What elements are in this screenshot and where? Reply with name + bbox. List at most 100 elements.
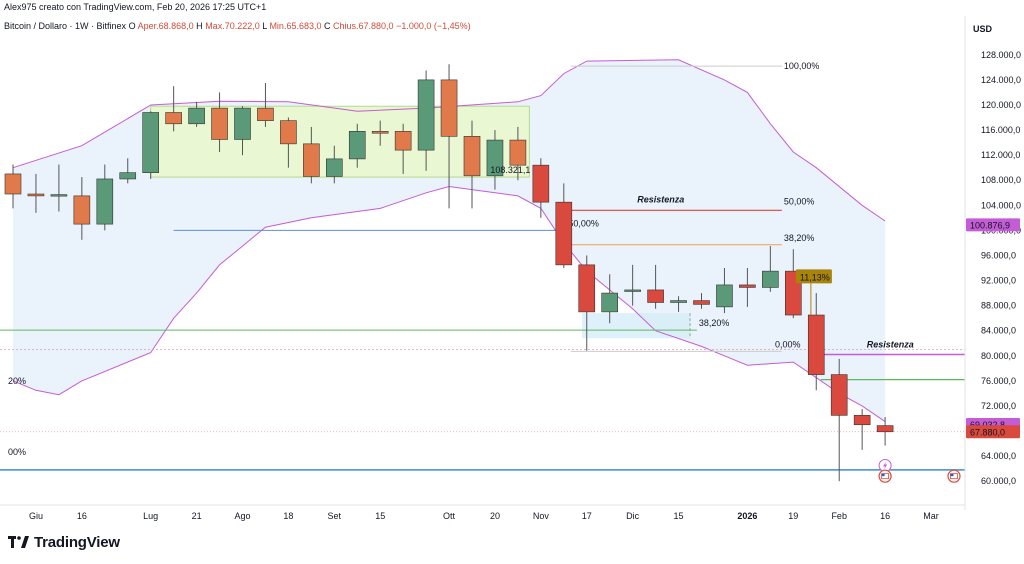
author-line: Alex975 creato con TradingView.com, Feb … <box>4 2 267 12</box>
x-tick-label: 15 <box>674 511 684 521</box>
tradingview-logo-text: TradingView <box>34 534 120 551</box>
y-tick-label: 92.000,0 <box>981 276 1016 286</box>
candle-body <box>348 131 366 160</box>
candle-body <box>830 374 848 416</box>
x-tick-label: 20 <box>490 511 500 521</box>
pct-tag-label: 11,13% <box>800 272 830 282</box>
x-tick-label: 17 <box>582 511 592 521</box>
candle-body <box>50 194 68 197</box>
y-tick-label: 96.000,0 <box>981 250 1016 260</box>
candle-body <box>463 136 481 177</box>
ohlc-open: O Aper.68.868,0 <box>128 21 194 31</box>
x-tick-label: 21 <box>192 511 202 521</box>
fib-3820-orange-label: 38,20% <box>784 233 815 243</box>
candle-body <box>325 158 343 177</box>
candle-body <box>119 172 137 180</box>
fib-50-label: 50,00% <box>784 196 815 206</box>
x-tick-label: Ott <box>443 511 456 521</box>
tradingview-logo: TradingView <box>8 534 120 552</box>
y-tick-label: 120.000,0 <box>981 100 1021 110</box>
y-tick-label: 104.000,0 <box>981 200 1021 210</box>
candle-body <box>211 107 228 140</box>
y-tick-label: 88.000,0 <box>981 301 1016 311</box>
tradingview-logo-icon <box>8 535 30 552</box>
x-tick-label: 16 <box>77 511 87 521</box>
left-pct-20: 20% <box>8 376 26 386</box>
candle-body <box>601 292 619 313</box>
resistance2-label: Resistenza <box>867 340 914 350</box>
candle-body <box>647 289 664 303</box>
ohlc-high: H Max.70.222,0 <box>196 21 260 31</box>
y-tick-label: 124.000,0 <box>981 75 1021 85</box>
ohlc-close: C Chius.67.880,0 <box>324 21 394 31</box>
symbol-header: Bitcoin / Dollaro · 1W · Bitfinex O Aper… <box>4 21 471 31</box>
us-flag-canton <box>881 473 885 477</box>
candle-body <box>234 107 251 140</box>
candle-body <box>417 79 435 151</box>
x-tick-label: Set <box>328 511 342 521</box>
candle-body <box>555 201 573 266</box>
candle-body <box>371 131 389 134</box>
us-flag-canton <box>950 473 954 477</box>
x-tick-label: Feb <box>831 511 847 521</box>
y-tick-label: 116.000,0 <box>981 125 1020 135</box>
y-tick-label: 108.000,0 <box>981 175 1021 185</box>
candle-body <box>257 107 274 121</box>
currency-label: USD <box>973 24 993 34</box>
axis-price-tag <box>966 218 1020 232</box>
x-tick-label: Dic <box>626 511 639 521</box>
y-tick-label: 64.000,0 <box>981 451 1016 461</box>
candle-body <box>142 112 159 173</box>
candle-body <box>4 173 22 195</box>
ohlc-low: L Min.65.683,0 <box>262 21 322 31</box>
candle-body <box>440 79 458 137</box>
symbol-name: Bitcoin / Dollaro · 1W · Bitfinex <box>4 21 127 31</box>
x-tick-label: 19 <box>788 511 798 521</box>
x-tick-label: 2026 <box>737 511 757 521</box>
y-tick-label: 128.000,0 <box>981 50 1021 60</box>
candle-body <box>73 195 91 225</box>
candle-body <box>807 314 825 375</box>
candle-body <box>693 300 710 305</box>
candle-body <box>165 112 182 125</box>
price-chart[interactable]: 100,00% Resistenza 50,00% 50,00% 38,20% 38,20… <box>0 0 1024 530</box>
axis-price-tag-label: 67.880,0 <box>970 427 1005 437</box>
axis-price-tag-label: 100.876,9 <box>970 220 1010 230</box>
x-tick-label: 15 <box>375 511 385 521</box>
candle-body <box>532 164 550 203</box>
fib-3820-green-label: 38,20% <box>699 318 730 328</box>
left-pct-00: 00% <box>8 447 26 457</box>
range-box-label: 108.321,1 <box>490 165 530 175</box>
y-tick-label: 80.000,0 <box>981 351 1016 361</box>
pct-tag-bg <box>795 269 832 284</box>
x-tick-label: Nov <box>533 511 550 521</box>
y-tick-label: 72.000,0 <box>981 401 1016 411</box>
candle-body <box>624 289 641 292</box>
fib-50-left-label: 50,00% <box>568 218 599 228</box>
candle-body <box>853 415 871 426</box>
candle-body <box>188 107 205 125</box>
candle-body <box>716 284 733 308</box>
lightning-glyph <box>883 461 888 470</box>
candle-body <box>303 143 320 177</box>
candle-body <box>280 120 297 145</box>
candle-body <box>762 270 779 288</box>
x-tick-label: 16 <box>880 511 890 521</box>
candle-body <box>486 139 504 177</box>
ohlc-change: −1.000,0 (−1,45%) <box>396 21 471 31</box>
y-tick-label: 84.000,0 <box>981 326 1016 336</box>
resistance-label: Resistenza <box>637 194 684 204</box>
y-tick-label: 112.000,0 <box>981 150 1020 160</box>
candle-body <box>509 139 527 166</box>
support-zone-box <box>582 313 691 339</box>
candle-body <box>27 193 45 197</box>
fib-0-label: 0,00% <box>775 339 801 349</box>
x-tick-label: Ago <box>234 511 250 521</box>
candle-body <box>578 264 596 313</box>
x-tick-label: 18 <box>283 511 293 521</box>
candle-body <box>394 131 412 151</box>
x-tick-label: Mar <box>923 511 939 521</box>
x-tick-label: Lug <box>143 511 158 521</box>
fib-100-label: 100,00% <box>784 61 820 71</box>
candle-body <box>876 425 894 433</box>
